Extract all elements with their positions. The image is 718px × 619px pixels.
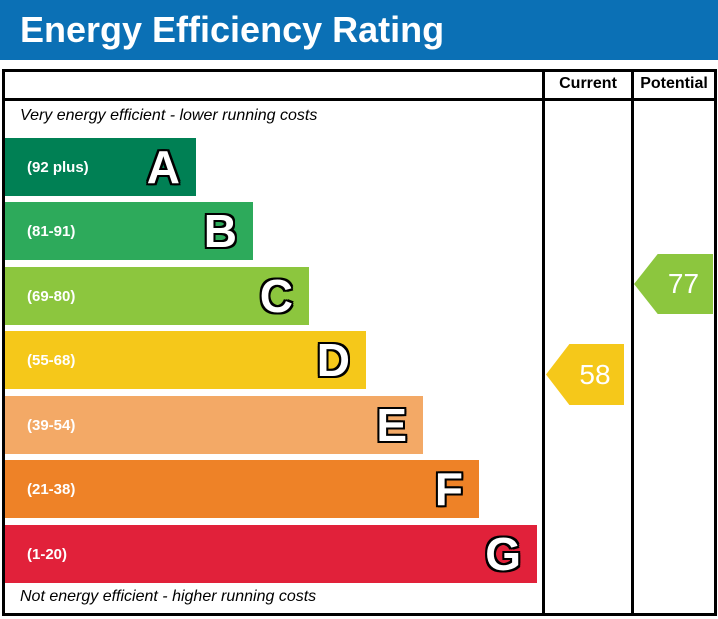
band-row-f: (21-38) F xyxy=(5,460,479,518)
band-letter: E xyxy=(376,399,407,451)
band-letter: A xyxy=(146,141,180,193)
column-header-potential: Potential xyxy=(640,74,708,92)
band-range-label: (55-68) xyxy=(27,351,76,369)
rating-table-border xyxy=(2,69,717,616)
header-divider xyxy=(2,98,717,101)
bottom-note: Not energy efficient - higher running co… xyxy=(20,588,317,605)
page-title: Energy Efficiency Rating xyxy=(20,9,445,50)
band-row-d: (55-68) D xyxy=(5,331,366,389)
column-header-current: Current xyxy=(559,74,617,92)
potential-rating-value: 77 xyxy=(667,268,700,299)
band-row-c: (69-80) C xyxy=(5,267,309,325)
band-range-label: (92 plus) xyxy=(27,158,89,176)
band-range-label: (39-54) xyxy=(27,416,76,434)
top-note: Very energy efficient - lower running co… xyxy=(20,107,318,124)
band-row-b: (81-91) B xyxy=(5,202,253,260)
band-row-e: (39-54) E xyxy=(5,396,423,454)
column-divider-potential xyxy=(631,69,634,616)
column-divider-current xyxy=(542,69,545,616)
band-letter: F xyxy=(434,463,463,515)
band-letter: G xyxy=(485,528,521,580)
current-rating-value: 58 xyxy=(579,358,611,390)
band-range-label: (1-20) xyxy=(27,545,68,563)
band-range-label: (21-38) xyxy=(27,480,76,498)
band-row-g: (1-20) G xyxy=(5,525,537,583)
band-letter: B xyxy=(203,205,237,257)
band-letter: D xyxy=(316,334,350,386)
band-range-label: (69-80) xyxy=(27,287,76,305)
band-letter: C xyxy=(259,270,293,322)
band-row-a: (92 plus) A xyxy=(5,138,196,196)
title-bar: Energy Efficiency Rating xyxy=(0,0,718,60)
potential-rating-marker: 77 xyxy=(634,254,713,314)
band-range-label: (81-91) xyxy=(27,222,76,240)
